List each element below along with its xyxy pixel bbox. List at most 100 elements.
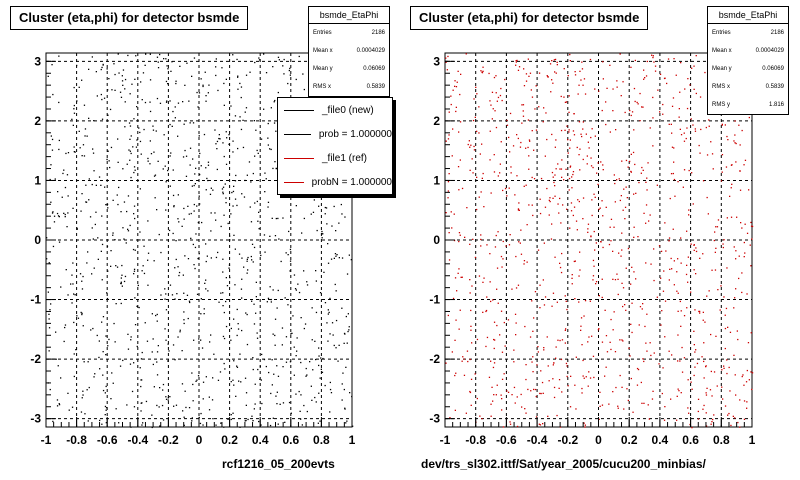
data-point <box>114 89 116 91</box>
data-point <box>129 150 131 152</box>
data-point <box>153 386 155 388</box>
data-point <box>61 196 63 198</box>
data-point <box>73 112 76 114</box>
data-point <box>644 325 646 328</box>
data-point <box>176 293 178 295</box>
data-point <box>734 142 736 144</box>
data-point <box>458 189 460 191</box>
data-point <box>612 391 614 393</box>
data-point <box>155 314 157 317</box>
data-point <box>134 169 136 171</box>
data-point <box>321 371 324 373</box>
data-point <box>582 375 584 377</box>
data-point <box>153 260 155 262</box>
data-point <box>721 386 723 388</box>
data-point <box>296 350 298 352</box>
data-point <box>327 340 329 342</box>
data-point <box>177 266 179 268</box>
data-point <box>265 365 267 368</box>
data-point <box>237 88 239 90</box>
data-point <box>215 66 217 68</box>
data-point <box>271 359 273 361</box>
data-point <box>239 82 241 85</box>
data-point <box>683 169 686 171</box>
data-point <box>575 408 577 410</box>
data-point <box>120 211 122 213</box>
data-point <box>163 134 165 136</box>
data-point <box>73 108 75 110</box>
data-point <box>705 392 707 394</box>
data-point <box>105 354 107 356</box>
data-point <box>726 359 728 361</box>
data-point <box>461 360 463 362</box>
data-point <box>706 295 708 297</box>
data-point <box>254 403 256 405</box>
data-point <box>748 116 750 119</box>
data-point <box>478 275 481 277</box>
data-point <box>289 270 291 272</box>
data-point <box>273 101 275 103</box>
data-point <box>221 67 223 69</box>
data-point <box>689 423 691 426</box>
data-point <box>751 225 754 228</box>
data-point <box>228 143 230 145</box>
data-point <box>527 119 530 121</box>
data-point <box>743 164 745 166</box>
data-point <box>249 206 251 208</box>
data-point <box>556 301 558 303</box>
data-point <box>191 75 193 77</box>
data-point <box>562 204 564 206</box>
y-tick-label: 0 <box>433 233 440 247</box>
data-point <box>750 221 752 224</box>
data-point <box>722 246 724 249</box>
data-point <box>568 111 570 113</box>
data-point <box>182 274 184 276</box>
data-point <box>726 372 728 375</box>
data-point <box>223 104 225 106</box>
data-point <box>187 317 189 320</box>
data-point <box>57 215 60 217</box>
data-point <box>289 74 291 76</box>
data-point <box>585 376 587 378</box>
data-point <box>523 263 525 265</box>
data-point <box>193 264 195 266</box>
data-point <box>253 408 255 410</box>
data-point <box>182 101 184 103</box>
data-point <box>144 322 146 324</box>
data-point <box>523 68 525 70</box>
data-point <box>470 329 472 331</box>
data-point <box>723 365 725 367</box>
data-point <box>106 158 108 161</box>
data-point <box>142 422 144 424</box>
data-point <box>510 166 512 168</box>
data-point <box>448 173 450 175</box>
data-point <box>634 100 636 103</box>
data-point <box>589 377 592 379</box>
data-point <box>536 364 538 366</box>
data-point <box>584 300 587 302</box>
data-point <box>454 409 456 411</box>
data-point <box>552 197 554 199</box>
data-point <box>568 95 570 97</box>
data-point <box>171 61 173 63</box>
data-point <box>523 85 526 87</box>
data-point <box>345 366 347 368</box>
data-point <box>258 57 260 59</box>
data-point <box>722 398 724 400</box>
data-point <box>192 400 194 402</box>
data-point <box>205 189 207 191</box>
data-point <box>690 243 692 245</box>
data-point <box>679 360 681 362</box>
data-point <box>572 130 575 132</box>
data-point <box>256 149 258 152</box>
data-point <box>684 88 686 90</box>
data-point <box>145 400 148 403</box>
data-point <box>110 250 112 252</box>
data-point <box>625 309 627 311</box>
data-point <box>245 74 248 76</box>
data-point <box>547 415 549 417</box>
data-point <box>303 88 305 91</box>
data-point <box>658 245 661 247</box>
data-point <box>660 277 662 279</box>
data-point <box>630 323 632 325</box>
